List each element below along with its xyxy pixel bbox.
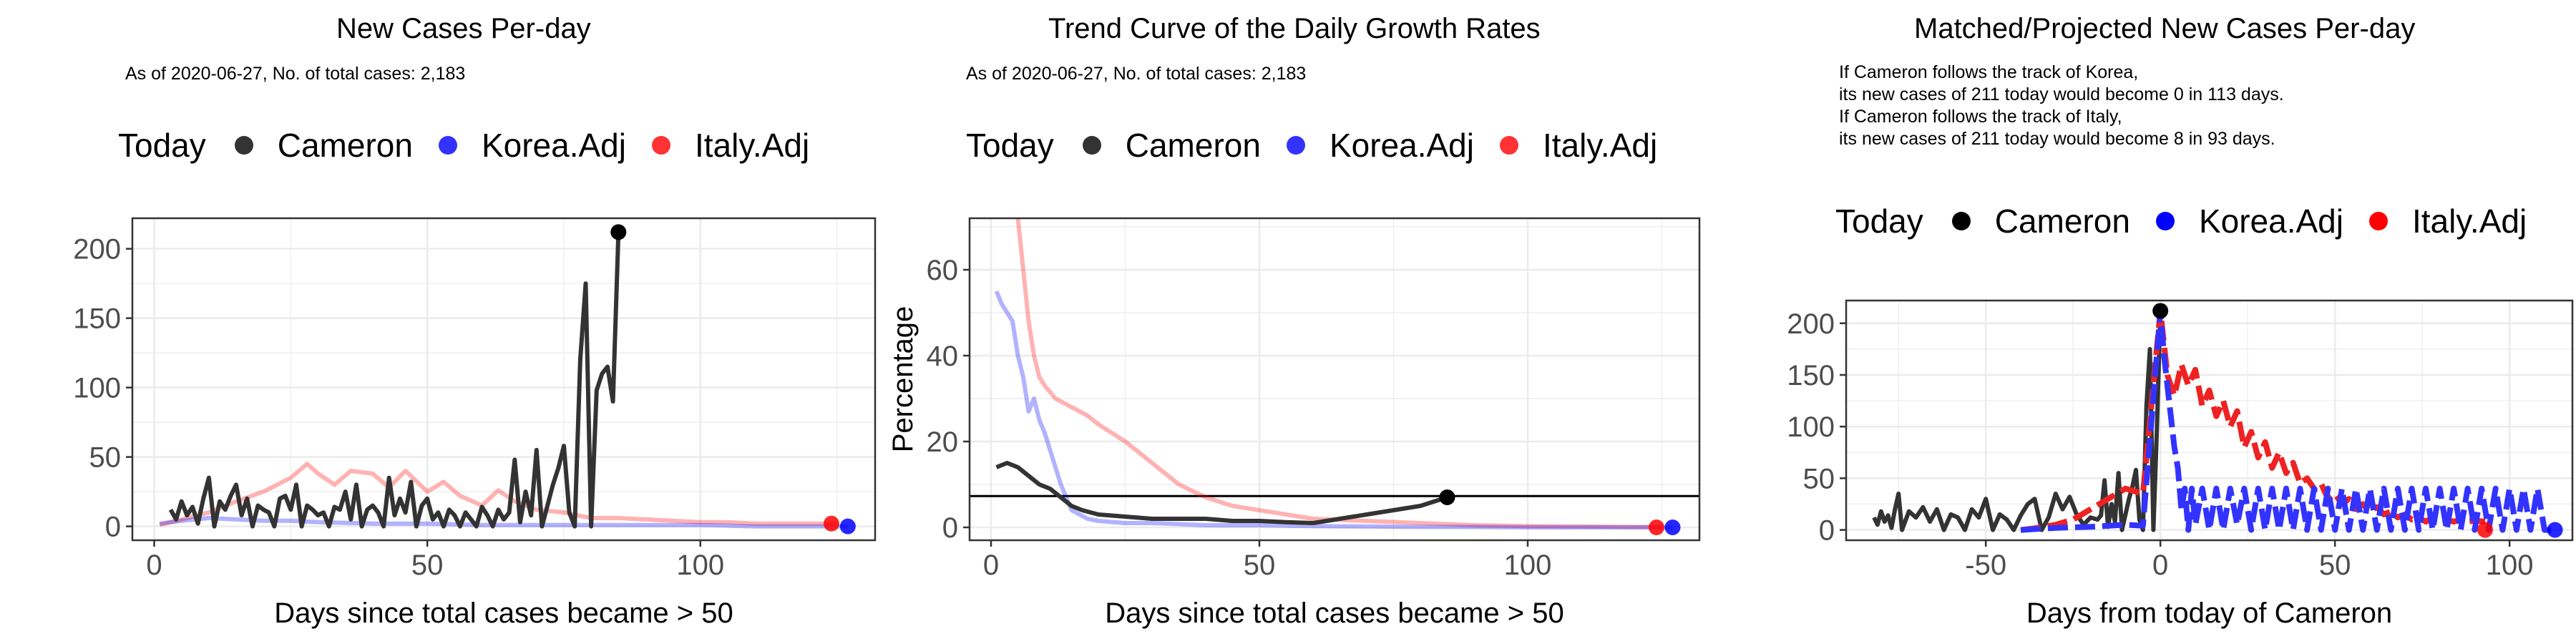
today-point-italy-adj xyxy=(823,515,839,532)
legend-2: Today Cameron Korea.Adj Italy.Adj xyxy=(966,126,1683,165)
y-tick-label: 20 xyxy=(927,426,959,458)
legend-label-cameron: Cameron xyxy=(1125,127,1261,164)
series-line-cameron xyxy=(995,461,1448,525)
legend-item-cameron: Cameron xyxy=(1951,202,2130,240)
y-tick-label: 150 xyxy=(1787,360,1835,391)
x-tick-label: -50 xyxy=(1965,550,2006,581)
legend-label-korea: Korea.Adj xyxy=(1329,127,1474,164)
today-point-cameron xyxy=(1439,489,1455,505)
legend-item-cameron: Cameron xyxy=(1082,126,1261,165)
legend-dot-cameron xyxy=(234,136,253,155)
legend-label-cameron: Cameron xyxy=(1994,203,2130,240)
x-axis-label: Days since total cases became > 50 xyxy=(1105,597,1563,629)
y-tick-label: 100 xyxy=(1787,411,1835,443)
series-line-cameron xyxy=(1872,311,2163,532)
today-point-italy-adj xyxy=(1649,519,1664,535)
y-tick-label: 200 xyxy=(1787,308,1835,340)
today-point-cameron xyxy=(2152,303,2169,319)
today-point-korea-adj xyxy=(1664,519,1681,535)
legend-dot-cameron xyxy=(1951,212,1971,230)
y-tick-label: 100 xyxy=(73,373,121,404)
legend-dot-cameron xyxy=(1082,136,1101,155)
x-tick-label: 50 xyxy=(1244,550,1276,581)
legend-label-italy: Italy.Adj xyxy=(694,127,810,164)
legend-dot-korea xyxy=(438,136,457,155)
today-point-korea-adj xyxy=(839,518,856,535)
legend-title: Today xyxy=(118,127,206,164)
legend-dot-italy xyxy=(651,136,670,155)
legend-label-korea: Korea.Adj xyxy=(2198,203,2343,240)
x-tick-label: 100 xyxy=(1504,550,1552,581)
legend-item-italy: Italy.Adj xyxy=(2368,202,2527,240)
chart-panel-1: New Cases Per-day As of 2020-06-27, No. … xyxy=(0,0,859,644)
legend-dot-italy xyxy=(1499,136,1518,155)
x-tick-label: 100 xyxy=(676,550,724,581)
legend-item-italy: Italy.Adj xyxy=(1499,126,1658,165)
today-point-italy-adj xyxy=(2477,522,2494,538)
legend-label-italy: Italy.Adj xyxy=(2411,203,2527,240)
y-axis-label: Percentage xyxy=(887,306,919,453)
legend-item-korea: Korea.Adj xyxy=(438,126,626,165)
legend-label-cameron: Cameron xyxy=(277,127,413,164)
series-line-korea-adj xyxy=(994,290,1673,530)
series-line-cameron xyxy=(168,232,621,529)
x-tick-label: 0 xyxy=(2152,550,2168,581)
x-tick-label: 0 xyxy=(983,550,999,581)
today-point-cameron xyxy=(610,224,627,240)
chart-title-1: New Cases Per-day xyxy=(336,13,591,44)
legend-1: Today Cameron Korea.Adj Italy.Adj xyxy=(118,126,835,165)
plot-frame xyxy=(1845,299,2574,542)
legend-item-italy: Italy.Adj xyxy=(651,126,810,165)
chart-title-3: Matched/Projected New Cases Per-day xyxy=(1914,13,2416,44)
legend-item-cameron: Cameron xyxy=(234,126,413,165)
legend-item-korea: Korea.Adj xyxy=(1286,126,1474,165)
chart-panel-2: Trend Curve of the Daily Growth Rates As… xyxy=(859,0,1717,644)
chart-subtitle-2: As of 2020-06-27, No. of total cases: 2,… xyxy=(966,64,1307,84)
y-tick-label: 50 xyxy=(1803,463,1835,494)
y-tick-label: 200 xyxy=(73,234,121,265)
plot-frame xyxy=(131,217,877,542)
series-line-italy-adj xyxy=(1015,218,1662,530)
y-tick-label: 40 xyxy=(927,341,959,372)
legend-title: Today xyxy=(1835,203,1923,240)
chart-subtitle-1: As of 2020-06-27, No. of total cases: 2,… xyxy=(125,64,466,84)
chart-3: -50 0 50 100 0 50 100 150 200 Days from today of … xyxy=(1787,299,2574,629)
x-axis-label: Days since total cases became > 50 xyxy=(274,597,733,629)
x-axis-label: Days from today of Cameron xyxy=(2026,597,2392,629)
legend-dot-korea xyxy=(1286,136,1305,155)
x-tick-label: 100 xyxy=(2486,550,2534,581)
x-tick-label: 50 xyxy=(411,550,444,581)
today-point-korea-adj xyxy=(2547,522,2563,538)
y-tick-label: 50 xyxy=(89,442,122,474)
legend-3: Today Cameron Korea.Adj Italy.Adj xyxy=(1835,202,2552,240)
series-line-italy-adj xyxy=(159,462,837,527)
chart-2: 0 50 100 0 20 40 60 Days since total cases beca… xyxy=(887,217,1701,629)
legend-label-korea: Korea.Adj xyxy=(481,127,626,164)
chart-title-2: Trend Curve of the Daily Growth Rates xyxy=(1048,13,1541,44)
y-tick-label: 60 xyxy=(927,255,959,286)
chart-subtitle-3: If Cameron follows the track of Korea, i… xyxy=(1839,62,2284,149)
x-tick-label: 0 xyxy=(146,550,162,581)
legend-title: Today xyxy=(966,127,1054,164)
y-tick-label: 0 xyxy=(105,512,121,543)
series-line-italy-adj xyxy=(2020,308,2486,533)
chart-1: 0 50 100 0 50 100 150 200 Days since total cases… xyxy=(73,217,877,629)
legend-dot-italy xyxy=(2368,212,2388,230)
y-tick-label: 0 xyxy=(942,512,958,544)
y-tick-label: 0 xyxy=(1819,515,1835,547)
plot-frame xyxy=(968,217,1701,542)
legend-dot-korea xyxy=(2155,212,2175,230)
x-tick-label: 50 xyxy=(2319,550,2351,581)
series-line-korea-adj xyxy=(159,516,848,529)
series-line-korea-adj xyxy=(2020,308,2555,533)
legend-label-italy: Italy.Adj xyxy=(1542,127,1658,164)
y-tick-label: 150 xyxy=(73,303,121,335)
chart-panel-3: Matched/Projected New Cases Per-day If C… xyxy=(1717,0,2576,644)
legend-item-korea: Korea.Adj xyxy=(2155,202,2343,240)
